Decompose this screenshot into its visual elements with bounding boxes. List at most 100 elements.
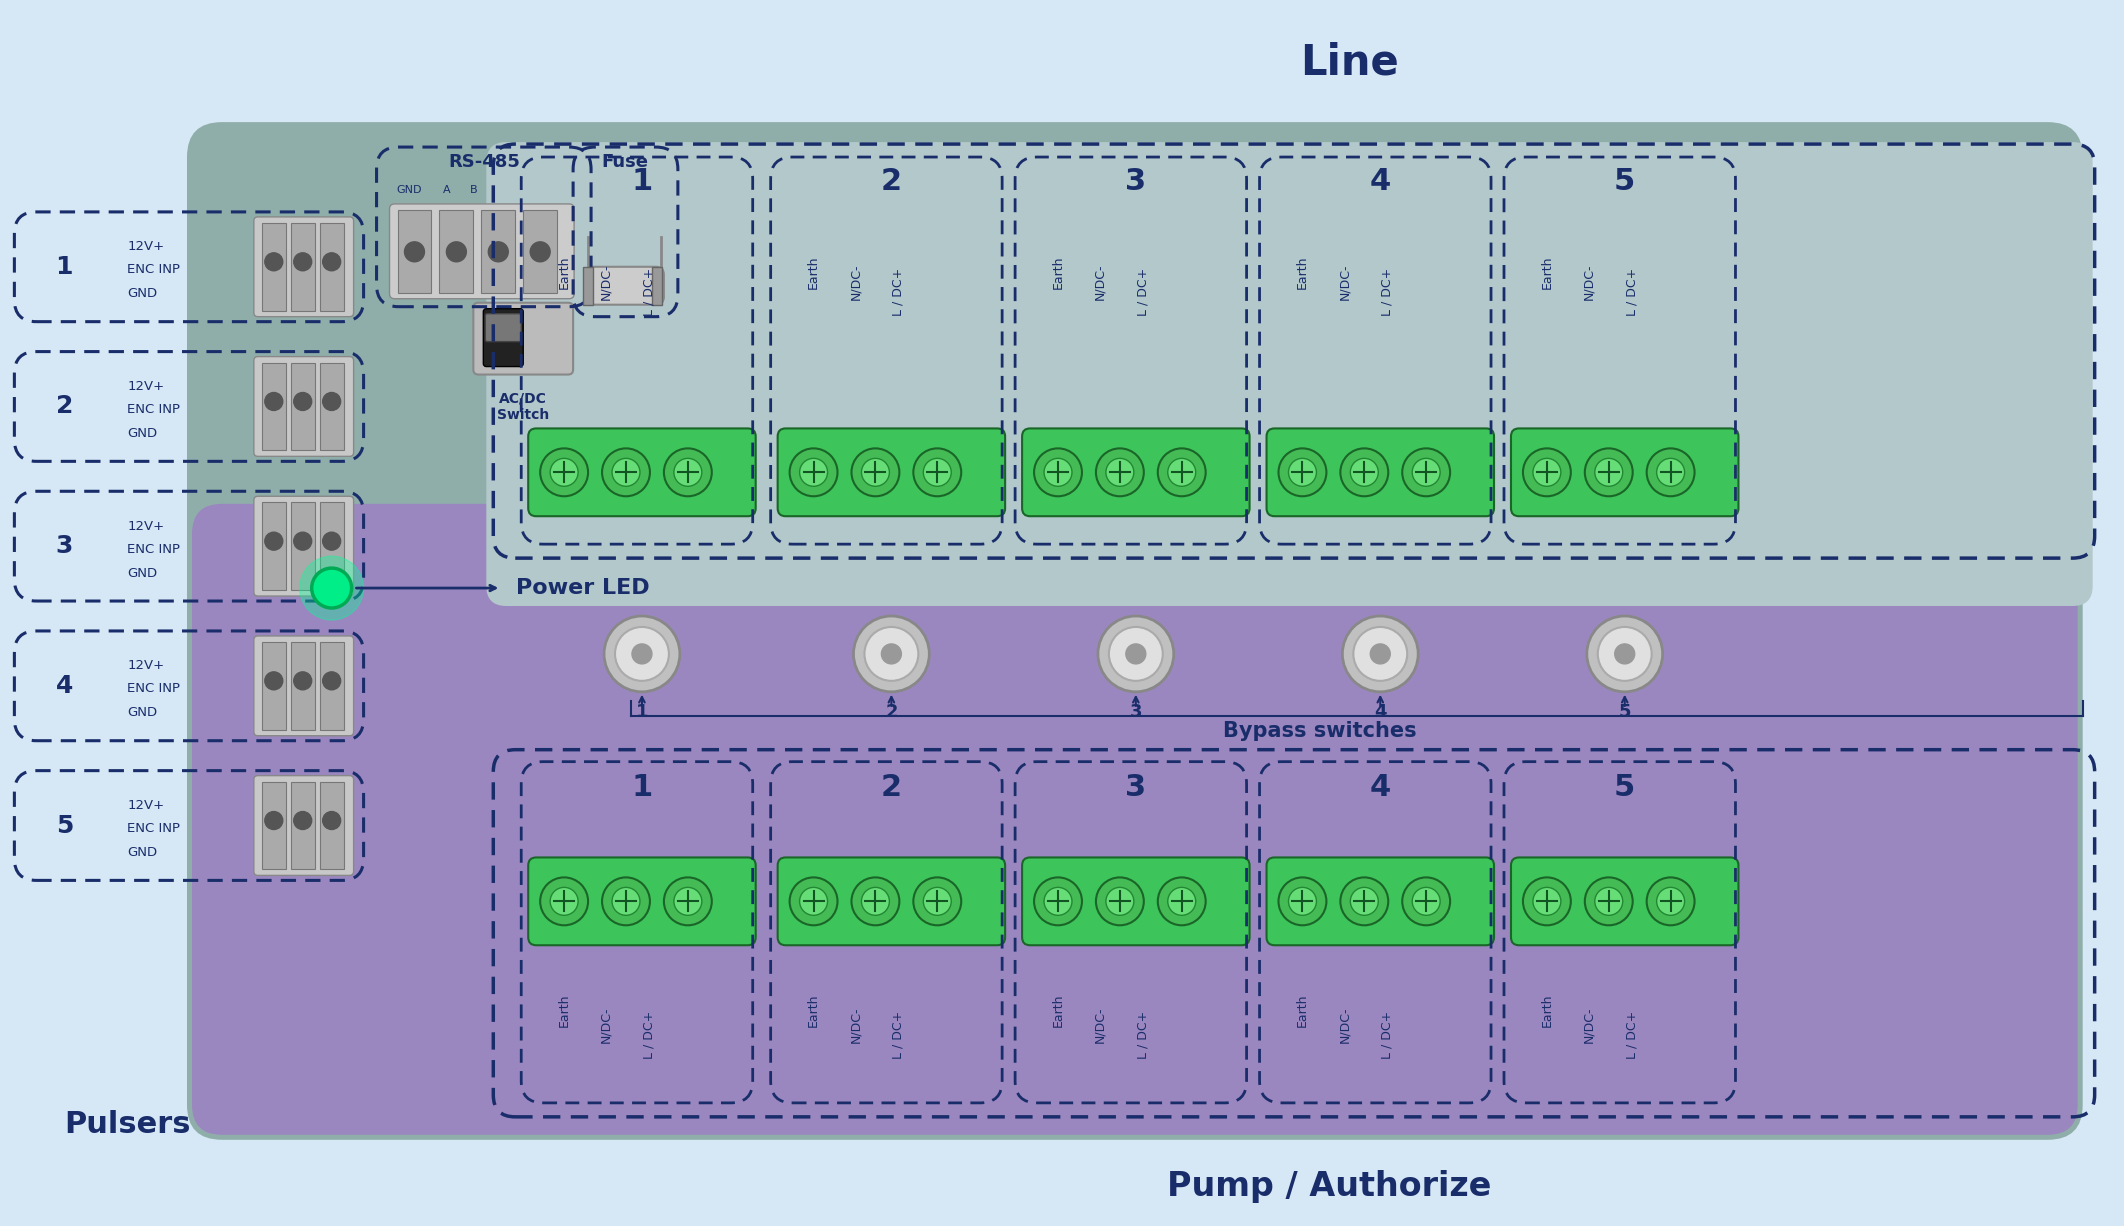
FancyBboxPatch shape [255, 357, 353, 456]
Text: GND: GND [127, 706, 157, 720]
Circle shape [852, 449, 898, 497]
Text: 12V+: 12V+ [127, 240, 164, 254]
Circle shape [1109, 626, 1162, 680]
Circle shape [864, 626, 918, 680]
Circle shape [673, 459, 701, 487]
Text: 3: 3 [1126, 774, 1147, 802]
FancyBboxPatch shape [1510, 857, 1737, 945]
Circle shape [1340, 878, 1389, 926]
Circle shape [489, 242, 508, 262]
Circle shape [1289, 459, 1317, 487]
Circle shape [293, 672, 312, 690]
Circle shape [266, 812, 282, 830]
Text: 3: 3 [55, 535, 72, 558]
Bar [321, 782, 344, 869]
Circle shape [603, 615, 680, 691]
Circle shape [550, 459, 578, 487]
Text: GND: GND [127, 427, 157, 440]
FancyBboxPatch shape [474, 303, 573, 374]
Text: GND: GND [127, 287, 157, 300]
Circle shape [665, 449, 712, 497]
Bar [261, 223, 287, 310]
Text: N/DC-: N/DC- [1338, 264, 1351, 300]
Text: 5: 5 [1614, 168, 1635, 196]
Bar [291, 503, 314, 590]
Circle shape [293, 532, 312, 550]
Circle shape [1096, 878, 1145, 926]
Bar [261, 503, 287, 590]
Bar [261, 642, 287, 729]
Text: 4: 4 [1370, 774, 1391, 802]
Circle shape [1353, 626, 1408, 680]
Text: L / DC+: L / DC+ [1381, 1011, 1393, 1059]
Circle shape [924, 888, 952, 916]
Text: A: A [442, 185, 450, 195]
Bar [523, 210, 556, 293]
Circle shape [266, 532, 282, 550]
Text: 12V+: 12V+ [127, 660, 164, 672]
Circle shape [1045, 459, 1073, 487]
Circle shape [323, 812, 340, 830]
Circle shape [1595, 459, 1623, 487]
Circle shape [1614, 644, 1635, 664]
Text: 1: 1 [55, 255, 72, 278]
Text: L / DC+: L / DC+ [641, 1011, 656, 1059]
Text: N/DC-: N/DC- [1338, 1007, 1351, 1043]
Text: 2: 2 [881, 774, 903, 802]
Circle shape [293, 392, 312, 411]
Circle shape [531, 242, 550, 262]
Bar [321, 642, 344, 729]
Text: N/DC-: N/DC- [1582, 1007, 1595, 1043]
FancyBboxPatch shape [529, 428, 756, 516]
Circle shape [1351, 459, 1378, 487]
Circle shape [323, 532, 340, 550]
Circle shape [293, 253, 312, 271]
Circle shape [612, 459, 639, 487]
Text: L / DC+: L / DC+ [1381, 267, 1393, 316]
Circle shape [323, 253, 340, 271]
Circle shape [1045, 888, 1073, 916]
Text: B: B [469, 185, 478, 195]
Text: N/DC-: N/DC- [1582, 264, 1595, 300]
Circle shape [539, 878, 588, 926]
Text: 12V+: 12V+ [127, 520, 164, 533]
Text: Earth: Earth [1296, 255, 1308, 288]
FancyBboxPatch shape [191, 504, 2077, 1135]
Circle shape [852, 878, 898, 926]
Text: 4: 4 [1370, 168, 1391, 196]
Circle shape [601, 449, 650, 497]
Text: Earth: Earth [807, 255, 820, 288]
Text: 1: 1 [635, 702, 648, 721]
Circle shape [1595, 888, 1623, 916]
Circle shape [1523, 878, 1572, 926]
Text: L / DC+: L / DC+ [892, 267, 905, 316]
Text: 2: 2 [886, 702, 898, 721]
Text: AC/DC
Switch: AC/DC Switch [497, 391, 550, 422]
Text: Earth: Earth [1051, 255, 1064, 288]
Text: 4: 4 [55, 674, 72, 698]
FancyBboxPatch shape [255, 217, 353, 316]
Text: Earth: Earth [1540, 255, 1553, 288]
Circle shape [323, 392, 340, 411]
Circle shape [881, 644, 901, 664]
Circle shape [1279, 449, 1325, 497]
Circle shape [1585, 449, 1633, 497]
Text: Pump / Authorize: Pump / Authorize [1168, 1170, 1491, 1203]
Circle shape [1523, 449, 1572, 497]
Text: N/DC-: N/DC- [599, 1007, 612, 1043]
Text: ENC INP: ENC INP [127, 403, 181, 416]
Circle shape [1412, 459, 1440, 487]
FancyBboxPatch shape [1510, 428, 1737, 516]
Text: Bypass switches: Bypass switches [1223, 721, 1417, 741]
Bar [291, 223, 314, 310]
Circle shape [539, 449, 588, 497]
Bar [321, 503, 344, 590]
Text: N/DC-: N/DC- [850, 1007, 862, 1043]
Circle shape [299, 557, 363, 620]
Text: Earth: Earth [1540, 993, 1553, 1027]
Circle shape [1289, 888, 1317, 916]
Circle shape [266, 392, 282, 411]
Text: L / DC+: L / DC+ [892, 1011, 905, 1059]
FancyBboxPatch shape [486, 142, 2092, 606]
Bar [321, 223, 344, 310]
